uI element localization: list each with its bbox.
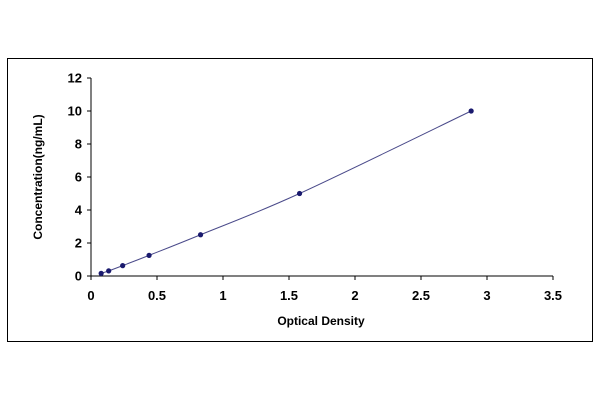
data-point — [197, 232, 204, 238]
x-axis-title: Optical Density — [277, 314, 365, 328]
data-points — [98, 108, 474, 276]
data-point — [106, 268, 112, 274]
x-tick-label: 3 — [483, 288, 490, 303]
data-point — [120, 263, 126, 269]
data-point — [468, 108, 474, 114]
data-point — [98, 270, 104, 276]
chart-frame — [7, 58, 593, 342]
y-tick-label: 2 — [75, 236, 82, 251]
fit-curve — [101, 110, 472, 274]
y-tick-label: 0 — [75, 269, 82, 284]
x-tick-label: 1 — [219, 288, 226, 303]
data-point — [296, 190, 303, 197]
y-tick-label: 8 — [75, 137, 82, 152]
y-tick-label: 6 — [75, 170, 82, 185]
y-axis-title: Concentration(ng/mL) — [31, 114, 45, 239]
y-tick-label: 12 — [68, 71, 82, 86]
x-tick-label: 2 — [351, 288, 358, 303]
x-tick-label: 1.5 — [280, 288, 298, 303]
y-ticks: 0 2 4 6 8 10 12 — [68, 71, 91, 284]
x-tick-label: 2.5 — [412, 288, 430, 303]
x-tick-label: 0 — [87, 288, 94, 303]
y-tick-label: 10 — [68, 104, 82, 119]
data-point — [146, 252, 152, 258]
x-tick-label: 0.5 — [148, 288, 166, 303]
x-tick-label: 3.5 — [544, 288, 562, 303]
y-tick-label: 4 — [75, 203, 83, 218]
x-ticks: 0 0.5 1 1.5 2 2.5 3 3.5 — [87, 276, 562, 303]
